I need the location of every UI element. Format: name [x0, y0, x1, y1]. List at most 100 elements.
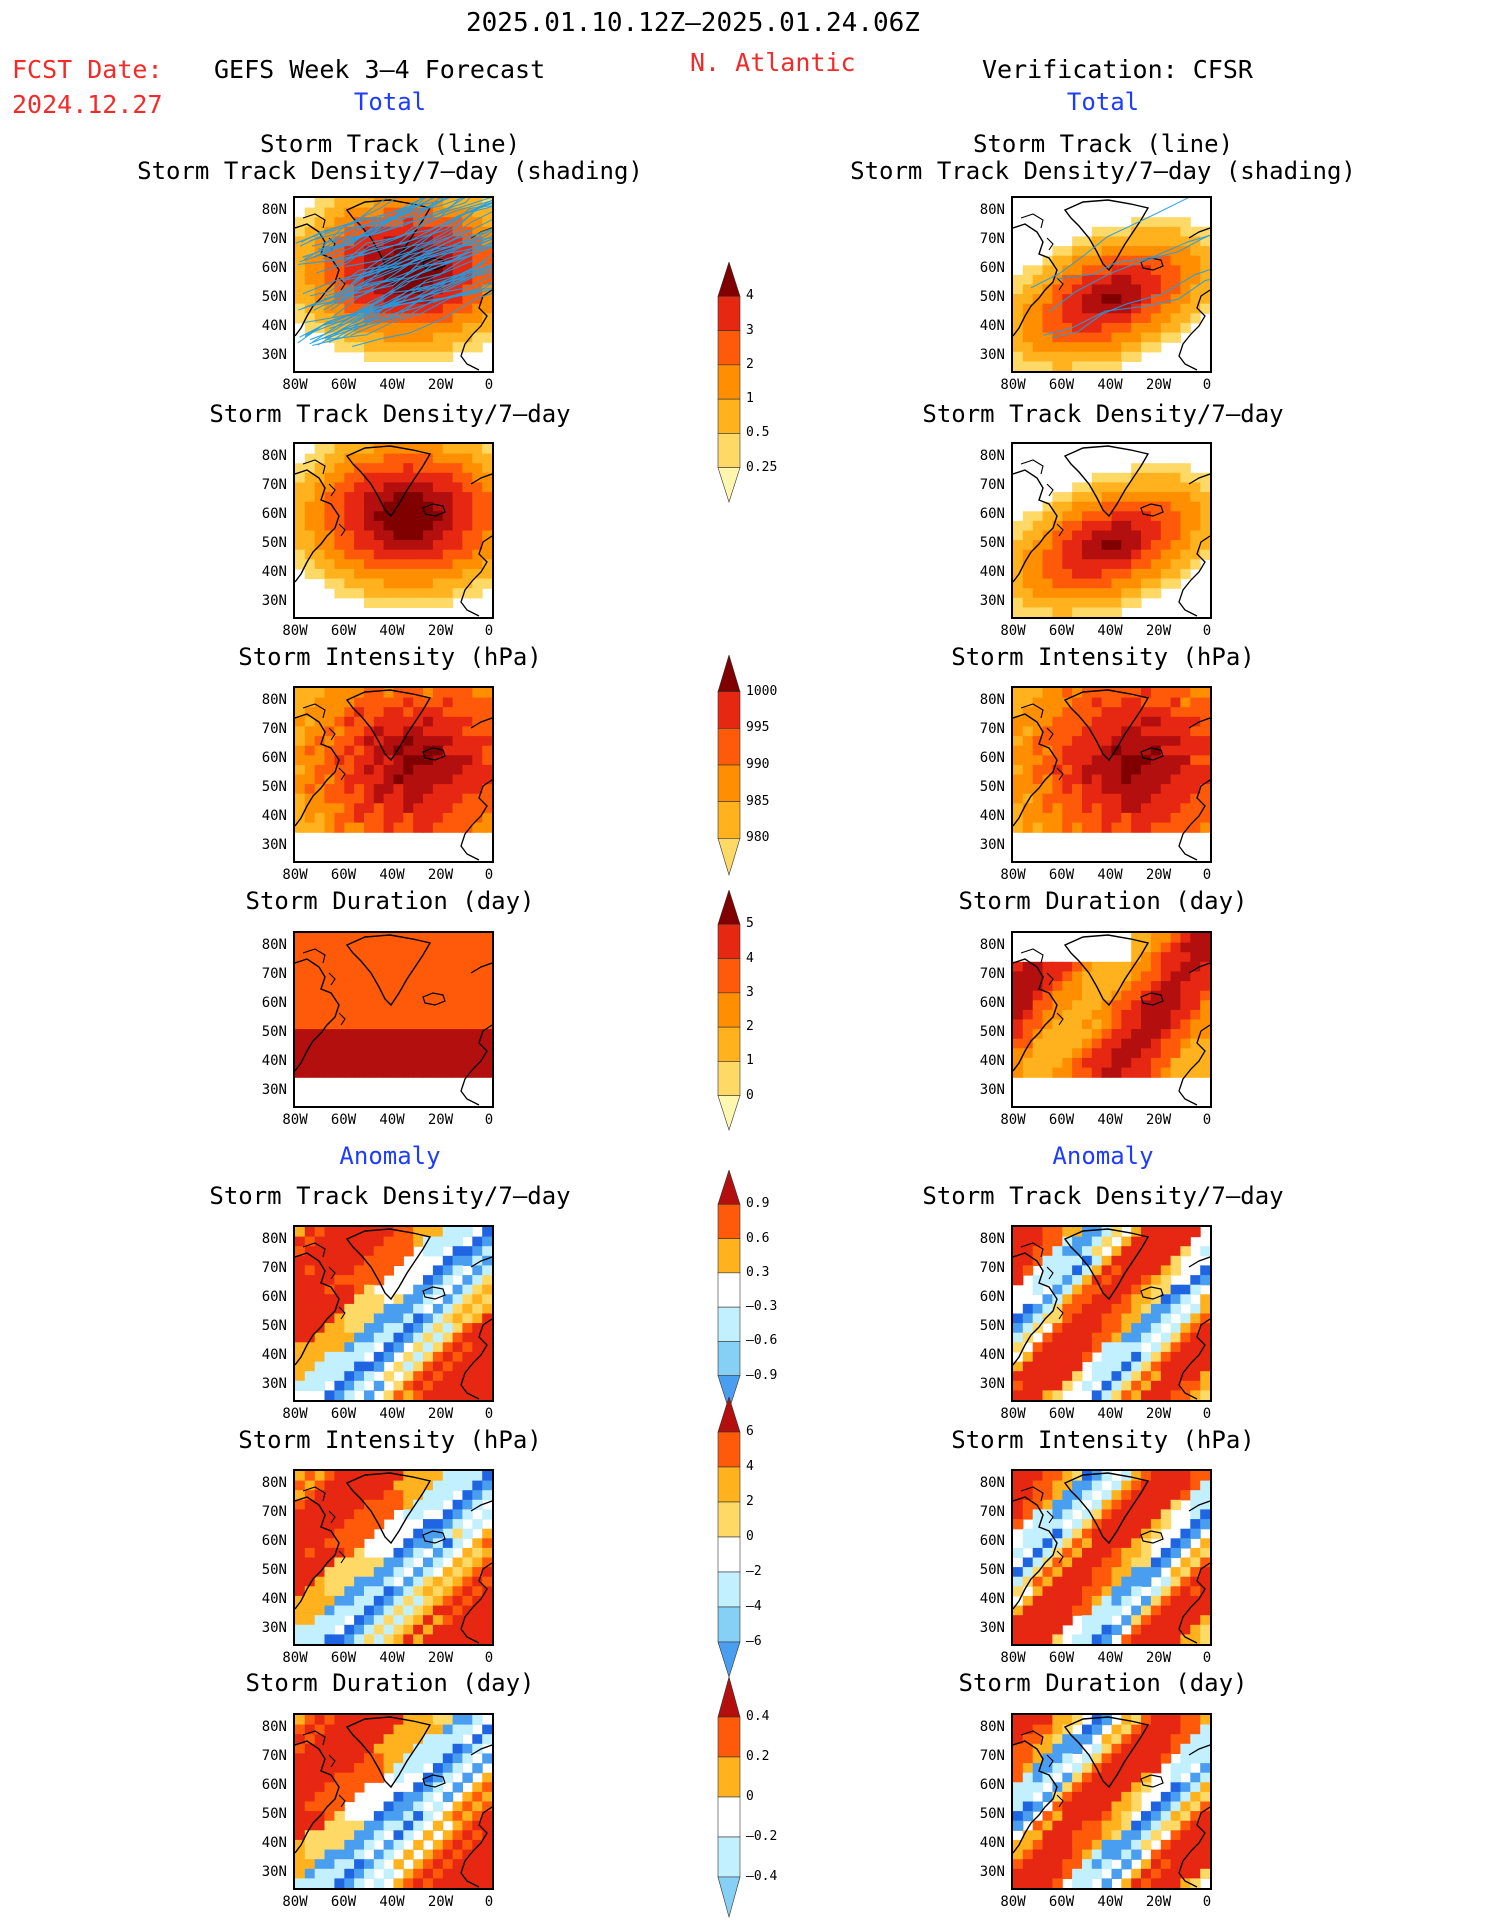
lat-tick-label: 70N: [261, 1748, 287, 1764]
lat-tick-label: 40N: [979, 808, 1005, 824]
north-america-coastline: [1013, 1496, 1058, 1610]
lon-tick-label: 60W: [1048, 1112, 1075, 1128]
colorbar-tick-label: –0.2: [746, 1829, 778, 1844]
lat-tick-label: 70N: [979, 721, 1005, 737]
lon-tick-label: 40W: [1097, 1112, 1123, 1128]
storm-track-line: [1030, 198, 1189, 289]
map-panel-duranom-verification: [1011, 1713, 1212, 1890]
lat-tick-label: 30N: [979, 1376, 1005, 1392]
lon-tick-label: 40W: [379, 1894, 405, 1910]
panel-title-track-left: Storm Track (line) Storm Track Density/7…: [137, 130, 643, 185]
map-panel-tracks-forecast: [293, 196, 494, 373]
lat-tick-label: 50N: [261, 1806, 287, 1822]
europe-africa-coastline: [460, 717, 492, 861]
colorbar-tick-label: 980: [746, 830, 770, 846]
lon-tick-label: 0: [1202, 377, 1212, 393]
storm-track-line: [306, 232, 487, 308]
lon-tick-label: 60W: [330, 623, 357, 639]
storm-track-line: [338, 281, 492, 332]
lon-tick-label: 20W: [427, 867, 454, 883]
greenland-coastline: [345, 1716, 432, 1789]
colorbar-tick-label: 5: [746, 916, 754, 932]
lon-tick-label: 40W: [379, 623, 405, 639]
north-america-coastline: [295, 958, 340, 1072]
lat-tick-label: 60N: [261, 995, 287, 1011]
storm-track-line: [301, 198, 451, 243]
section-total-right: Total: [1066, 88, 1140, 116]
storm-track-line: [350, 270, 492, 337]
storm-track-line: [303, 198, 466, 261]
lat-tick-label: 80N: [261, 1475, 287, 1491]
storm-track-line: [351, 292, 492, 348]
colorbar-tick-label: –0.9: [746, 1367, 778, 1383]
lon-tick-label: 40W: [1097, 1650, 1123, 1666]
lon-tick-label: 80W: [1000, 1894, 1026, 1910]
colorbar-tick-label: 0.5: [746, 425, 770, 441]
storm-track-line: [344, 245, 492, 322]
colorbar-density-total: [716, 261, 742, 510]
colorbar-tick-label: 1000: [746, 683, 778, 699]
lon-tick-label: 60W: [1048, 377, 1075, 393]
panel-title-intensity-right: Storm Intensity (hPa): [951, 643, 1255, 671]
lat-tick-label: 30N: [261, 837, 287, 853]
north-america-coastline: [295, 469, 340, 583]
greenland-coastline: [1063, 1716, 1150, 1789]
lat-tick-label: 70N: [979, 1748, 1005, 1764]
lat-tick-label: 50N: [261, 1024, 287, 1040]
lon-tick-label: 20W: [1145, 1112, 1172, 1128]
iceland-coastline: [422, 1286, 446, 1300]
colorbar-intensity-anom: [716, 1395, 742, 1685]
greenland-coastline: [345, 934, 432, 1007]
iceland-coastline: [422, 1530, 446, 1544]
colorbar-tick-label: 3: [746, 322, 754, 338]
lat-tick-label: 50N: [979, 1318, 1005, 1334]
iceland-coastline: [1140, 1530, 1164, 1544]
lon-tick-label: 40W: [1097, 377, 1123, 393]
iceland-coastline: [1140, 1286, 1164, 1300]
greenland-coastline: [1063, 1228, 1150, 1301]
colorbar-tick-label: –4: [746, 1599, 762, 1614]
greenland-coastline: [345, 1228, 432, 1301]
lon-tick-label: 20W: [427, 1650, 454, 1666]
lat-tick-label: 40N: [261, 1347, 287, 1363]
north-america-coastline: [295, 713, 340, 827]
lon-tick-label: 80W: [282, 1894, 308, 1910]
north-america-coastline: [295, 1496, 340, 1610]
lon-tick-label: 0: [484, 377, 494, 393]
lon-tick-label: 60W: [1048, 867, 1075, 883]
europe-africa-coastline: [460, 1256, 492, 1400]
colorbar-tick-label: 2: [746, 356, 754, 372]
storm-track-line: [1051, 269, 1210, 339]
lon-tick-label: 60W: [1048, 1650, 1075, 1666]
storm-track-line: [354, 202, 492, 281]
storm-track-line: [299, 198, 426, 263]
europe-africa-coastline: [1178, 227, 1210, 371]
greenland-coastline: [345, 689, 432, 762]
north-america-coastline: [1013, 1252, 1058, 1366]
panel-title-duration-anom-right: Storm Duration (day): [958, 1669, 1248, 1697]
section-total-left: Total: [353, 88, 427, 116]
north-america-coastline: [295, 1740, 340, 1854]
lon-tick-label: 20W: [427, 1112, 454, 1128]
verification-title: Verification: CFSR: [982, 55, 1253, 84]
iceland-coastline: [1140, 992, 1164, 1006]
lon-tick-label: 20W: [427, 1894, 454, 1910]
europe-africa-coastline: [1178, 1744, 1210, 1888]
lon-tick-label: 0: [1202, 1112, 1212, 1128]
panel-title-intensity-anom-left: Storm Intensity (hPa): [238, 1426, 542, 1454]
storm-track-line: [299, 198, 389, 247]
lon-tick-label: 80W: [282, 1112, 308, 1128]
iceland-coastline: [422, 503, 446, 517]
iceland-coastline: [422, 257, 446, 271]
date-range-title: 2025.01.10.12Z–2025.01.24.06Z: [466, 8, 920, 38]
lat-tick-label: 30N: [979, 1864, 1005, 1880]
lat-tick-label: 30N: [261, 1376, 287, 1392]
lon-tick-label: 20W: [1145, 377, 1172, 393]
lon-tick-label: 40W: [1097, 1894, 1123, 1910]
lon-tick-label: 40W: [379, 1650, 405, 1666]
lat-tick-label: 60N: [979, 995, 1005, 1011]
lat-tick-label: 40N: [979, 1347, 1005, 1363]
storm-track-line: [323, 235, 492, 311]
map-panel-danom-forecast: [293, 1225, 494, 1402]
colorbar-tick-label: 3: [746, 984, 754, 1000]
